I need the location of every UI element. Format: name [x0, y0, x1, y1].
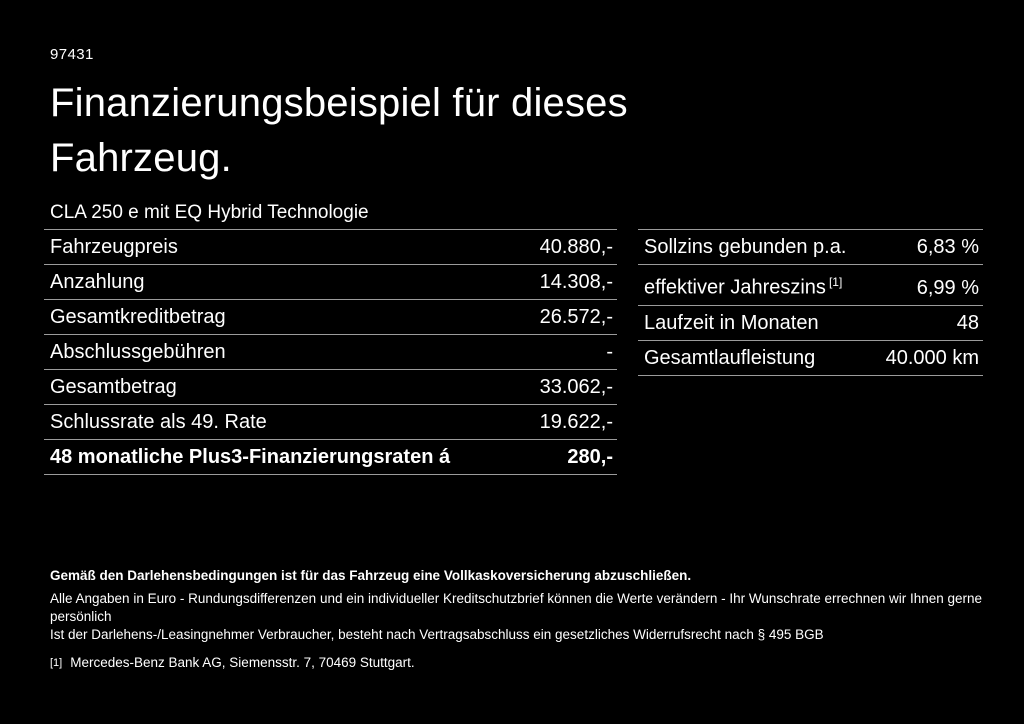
row-value: 26.572,- — [539, 306, 613, 328]
row-label: Gesamtbetrag — [50, 376, 177, 398]
row-label: Gesamtkreditbetrag — [50, 306, 226, 328]
row-label-text: effektiver Jahreszins — [644, 276, 826, 299]
disclaimer-line-2: Ist der Darlehens-/Leasingnehmer Verbrau… — [50, 627, 824, 642]
row-label: Anzahlung — [50, 271, 145, 293]
page-title-line-1: Finanzierungsbeispiel für dieses — [50, 81, 628, 125]
row-value: 40.880,- — [539, 236, 613, 258]
row-label: Gesamtlaufleistung — [644, 346, 816, 369]
row-label: Sollzins gebunden p.a. — [644, 236, 847, 258]
page-title-line-2: Fahrzeug. — [50, 136, 232, 180]
document-number: 97431 — [50, 46, 94, 63]
table-row-abschlussgebuehren: Abschlussgebühren - — [44, 334, 617, 369]
table-row-laufzeit: Laufzeit in Monaten 48 — [638, 304, 983, 340]
row-value: - — [606, 341, 613, 363]
row-value: 19.622,- — [539, 411, 613, 433]
row-value: 6,83 % — [916, 236, 979, 258]
table-row-schlussrate: Schlussrate als 49. Rate 19.622,- — [44, 404, 617, 439]
finance-amounts-table: Fahrzeugpreis 40.880,- Anzahlung 14.308,… — [44, 229, 617, 475]
footnote: [1] Mercedes-Benz Bank AG, Siemensstr. 7,… — [50, 654, 984, 672]
insurance-note: Gemäß den Darlehensbedingungen ist für d… — [50, 568, 692, 583]
footer-disclaimers: Gemäß den Darlehensbedingungen ist für d… — [50, 567, 984, 672]
row-label: Laufzeit in Monaten — [644, 311, 819, 334]
footnote-marker: [1] — [50, 657, 63, 669]
row-value: 40.000 km — [885, 346, 979, 369]
row-value: 14.308,- — [539, 271, 613, 293]
finance-tables: Fahrzeugpreis 40.880,- Anzahlung 14.308,… — [44, 229, 984, 475]
table-row-gesamtlaufleistung: Gesamtlaufleistung 40.000 km — [638, 339, 983, 376]
vehicle-model-subtitle: CLA 250 e mit EQ Hybrid Technologie — [50, 202, 369, 223]
row-label: Schlussrate als 49. Rate — [50, 411, 267, 433]
row-label: Fahrzeugpreis — [50, 236, 178, 258]
table-row-monatliche-raten: 48 monatliche Plus3-Finanzierungsraten á… — [44, 439, 617, 475]
table-row-anzahlung: Anzahlung 14.308,- — [44, 264, 617, 299]
row-value: 280,- — [567, 446, 613, 468]
table-row-effektiver-jahreszins: effektiver Jahreszins [1] 6,99 % — [638, 264, 983, 305]
disclaimer-line-1: Alle Angaben in Euro - Rundungsdifferenz… — [50, 591, 983, 624]
finance-conditions-table: Sollzins gebunden p.a. 6,83 % effektiver… — [638, 229, 983, 376]
row-value: 48 — [956, 311, 979, 334]
page-title: Finanzierungsbeispiel für dieses Fahrzeug… — [50, 76, 984, 186]
row-label: 48 monatliche Plus3-Finanzierungsraten á — [50, 446, 451, 468]
footnote-ref-icon: [1] — [828, 275, 843, 289]
table-row-sollzins: Sollzins gebunden p.a. 6,83 % — [638, 229, 983, 264]
table-row-fahrzeugpreis: Fahrzeugpreis 40.880,- — [44, 229, 617, 264]
row-label: Abschlussgebühren — [50, 341, 226, 363]
table-row-gesamtbetrag: Gesamtbetrag 33.062,- — [44, 369, 617, 404]
table-row-gesamtkreditbetrag: Gesamtkreditbetrag 26.572,- — [44, 299, 617, 334]
footnote-text: Mercedes-Benz Bank AG, Siemensstr. 7, 70… — [70, 655, 415, 670]
row-value: 33.062,- — [539, 376, 613, 398]
row-value: 6,99 % — [916, 276, 979, 299]
row-label: effektiver Jahreszins [1] — [644, 270, 842, 300]
